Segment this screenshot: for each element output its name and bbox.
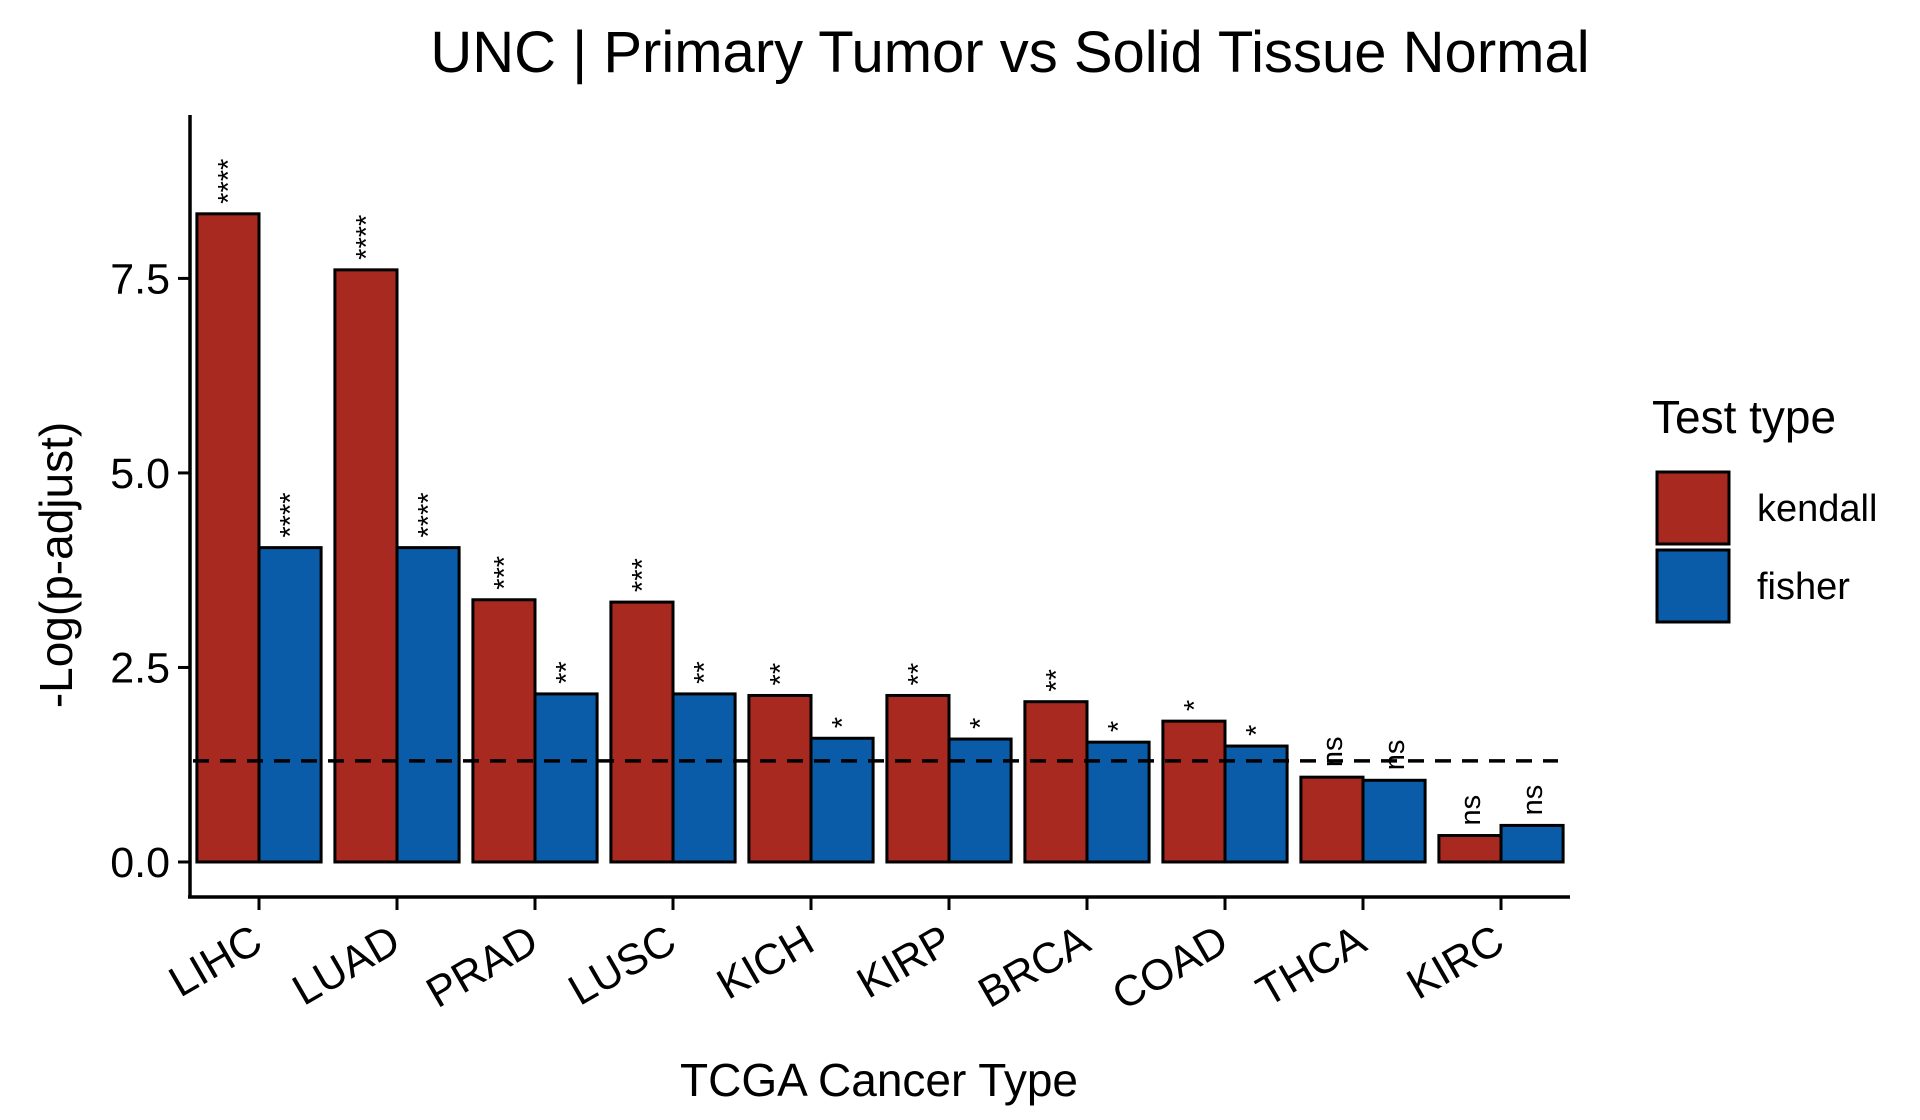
bar-kendall-prad [471, 598, 537, 864]
legend-title: Test type [1652, 391, 1836, 443]
bar-fisher-coad [1223, 744, 1289, 864]
significance-label: * [1179, 700, 1211, 711]
significance-label: *** [489, 556, 521, 590]
bar-fisher-lihc [257, 546, 323, 864]
y-tick-label: 7.5 [110, 255, 170, 303]
significance-label: **** [213, 159, 245, 204]
significance-label: ns [1455, 795, 1487, 826]
y-axis-title: -Log(p-adjust) [30, 422, 82, 708]
bar-kendall-lihc [195, 212, 261, 864]
significance-label: ** [689, 661, 721, 684]
x-tick-label: THCA [1249, 916, 1375, 1016]
legend: Test type kendall fisher [1652, 391, 1877, 624]
significance-label: * [1241, 725, 1273, 736]
legend-label-fisher: fisher [1757, 566, 1850, 608]
significance-label: *** [627, 558, 659, 592]
bar-kendall-thca [1299, 775, 1365, 864]
significance-label: * [827, 717, 859, 728]
bar-fisher-prad [533, 692, 599, 864]
significance-label: **** [275, 492, 307, 537]
x-tick-label: PRAD [419, 916, 546, 1017]
bar-fisher-kich [809, 736, 875, 864]
significance-label: * [1103, 721, 1135, 732]
legend-label-kendall: kendall [1757, 488, 1877, 530]
bar-fisher-luad [395, 546, 461, 864]
significance-label: ns [1379, 740, 1411, 771]
significance-label: ns [1517, 785, 1549, 816]
significance-label: **** [413, 492, 445, 537]
x-tick-label: KIRP [849, 916, 960, 1008]
significance-label: ** [1041, 669, 1073, 692]
bar-kendall-luad [333, 268, 399, 864]
legend-key-fisher [1655, 548, 1731, 624]
significance-label: ** [551, 661, 583, 684]
chart-title: UNC | Primary Tumor vs Solid Tissue Norm… [430, 20, 1589, 85]
significance-label: ** [765, 663, 797, 686]
legend-key-kendall [1655, 470, 1731, 546]
bar-fisher-thca [1361, 778, 1427, 864]
y-tick-label: 2.5 [110, 644, 170, 692]
bar-kendall-coad [1161, 719, 1227, 864]
bar-kendall-brca [1023, 700, 1089, 864]
x-tick-label: LUSC [561, 916, 684, 1015]
x-tick-label: BRCA [971, 916, 1099, 1017]
bar-kendall-lusc [609, 600, 675, 864]
x-axis-title: TCGA Cancer Type [680, 1054, 1078, 1106]
bar-kendall-kirc [1437, 834, 1503, 864]
significance-label: * [965, 718, 997, 729]
y-tick-label: 5.0 [110, 450, 170, 498]
x-tick-label: LUAD [285, 916, 408, 1015]
x-tick-label: KICH [709, 916, 822, 1009]
significance-label: **** [351, 215, 383, 260]
bar-fisher-lusc [671, 692, 737, 864]
x-tick-label: KIRC [1399, 916, 1512, 1009]
bar-fisher-kirc [1499, 823, 1565, 864]
x-tick-label: COAD [1104, 916, 1236, 1020]
significance-label: ** [903, 663, 935, 686]
bar-kendall-kich [747, 693, 813, 864]
y-tick-label: 0.0 [110, 839, 170, 887]
x-tick-label: LIHC [161, 916, 270, 1007]
bar-kendall-kirp [885, 693, 951, 864]
bar-fisher-kirp [947, 737, 1013, 864]
